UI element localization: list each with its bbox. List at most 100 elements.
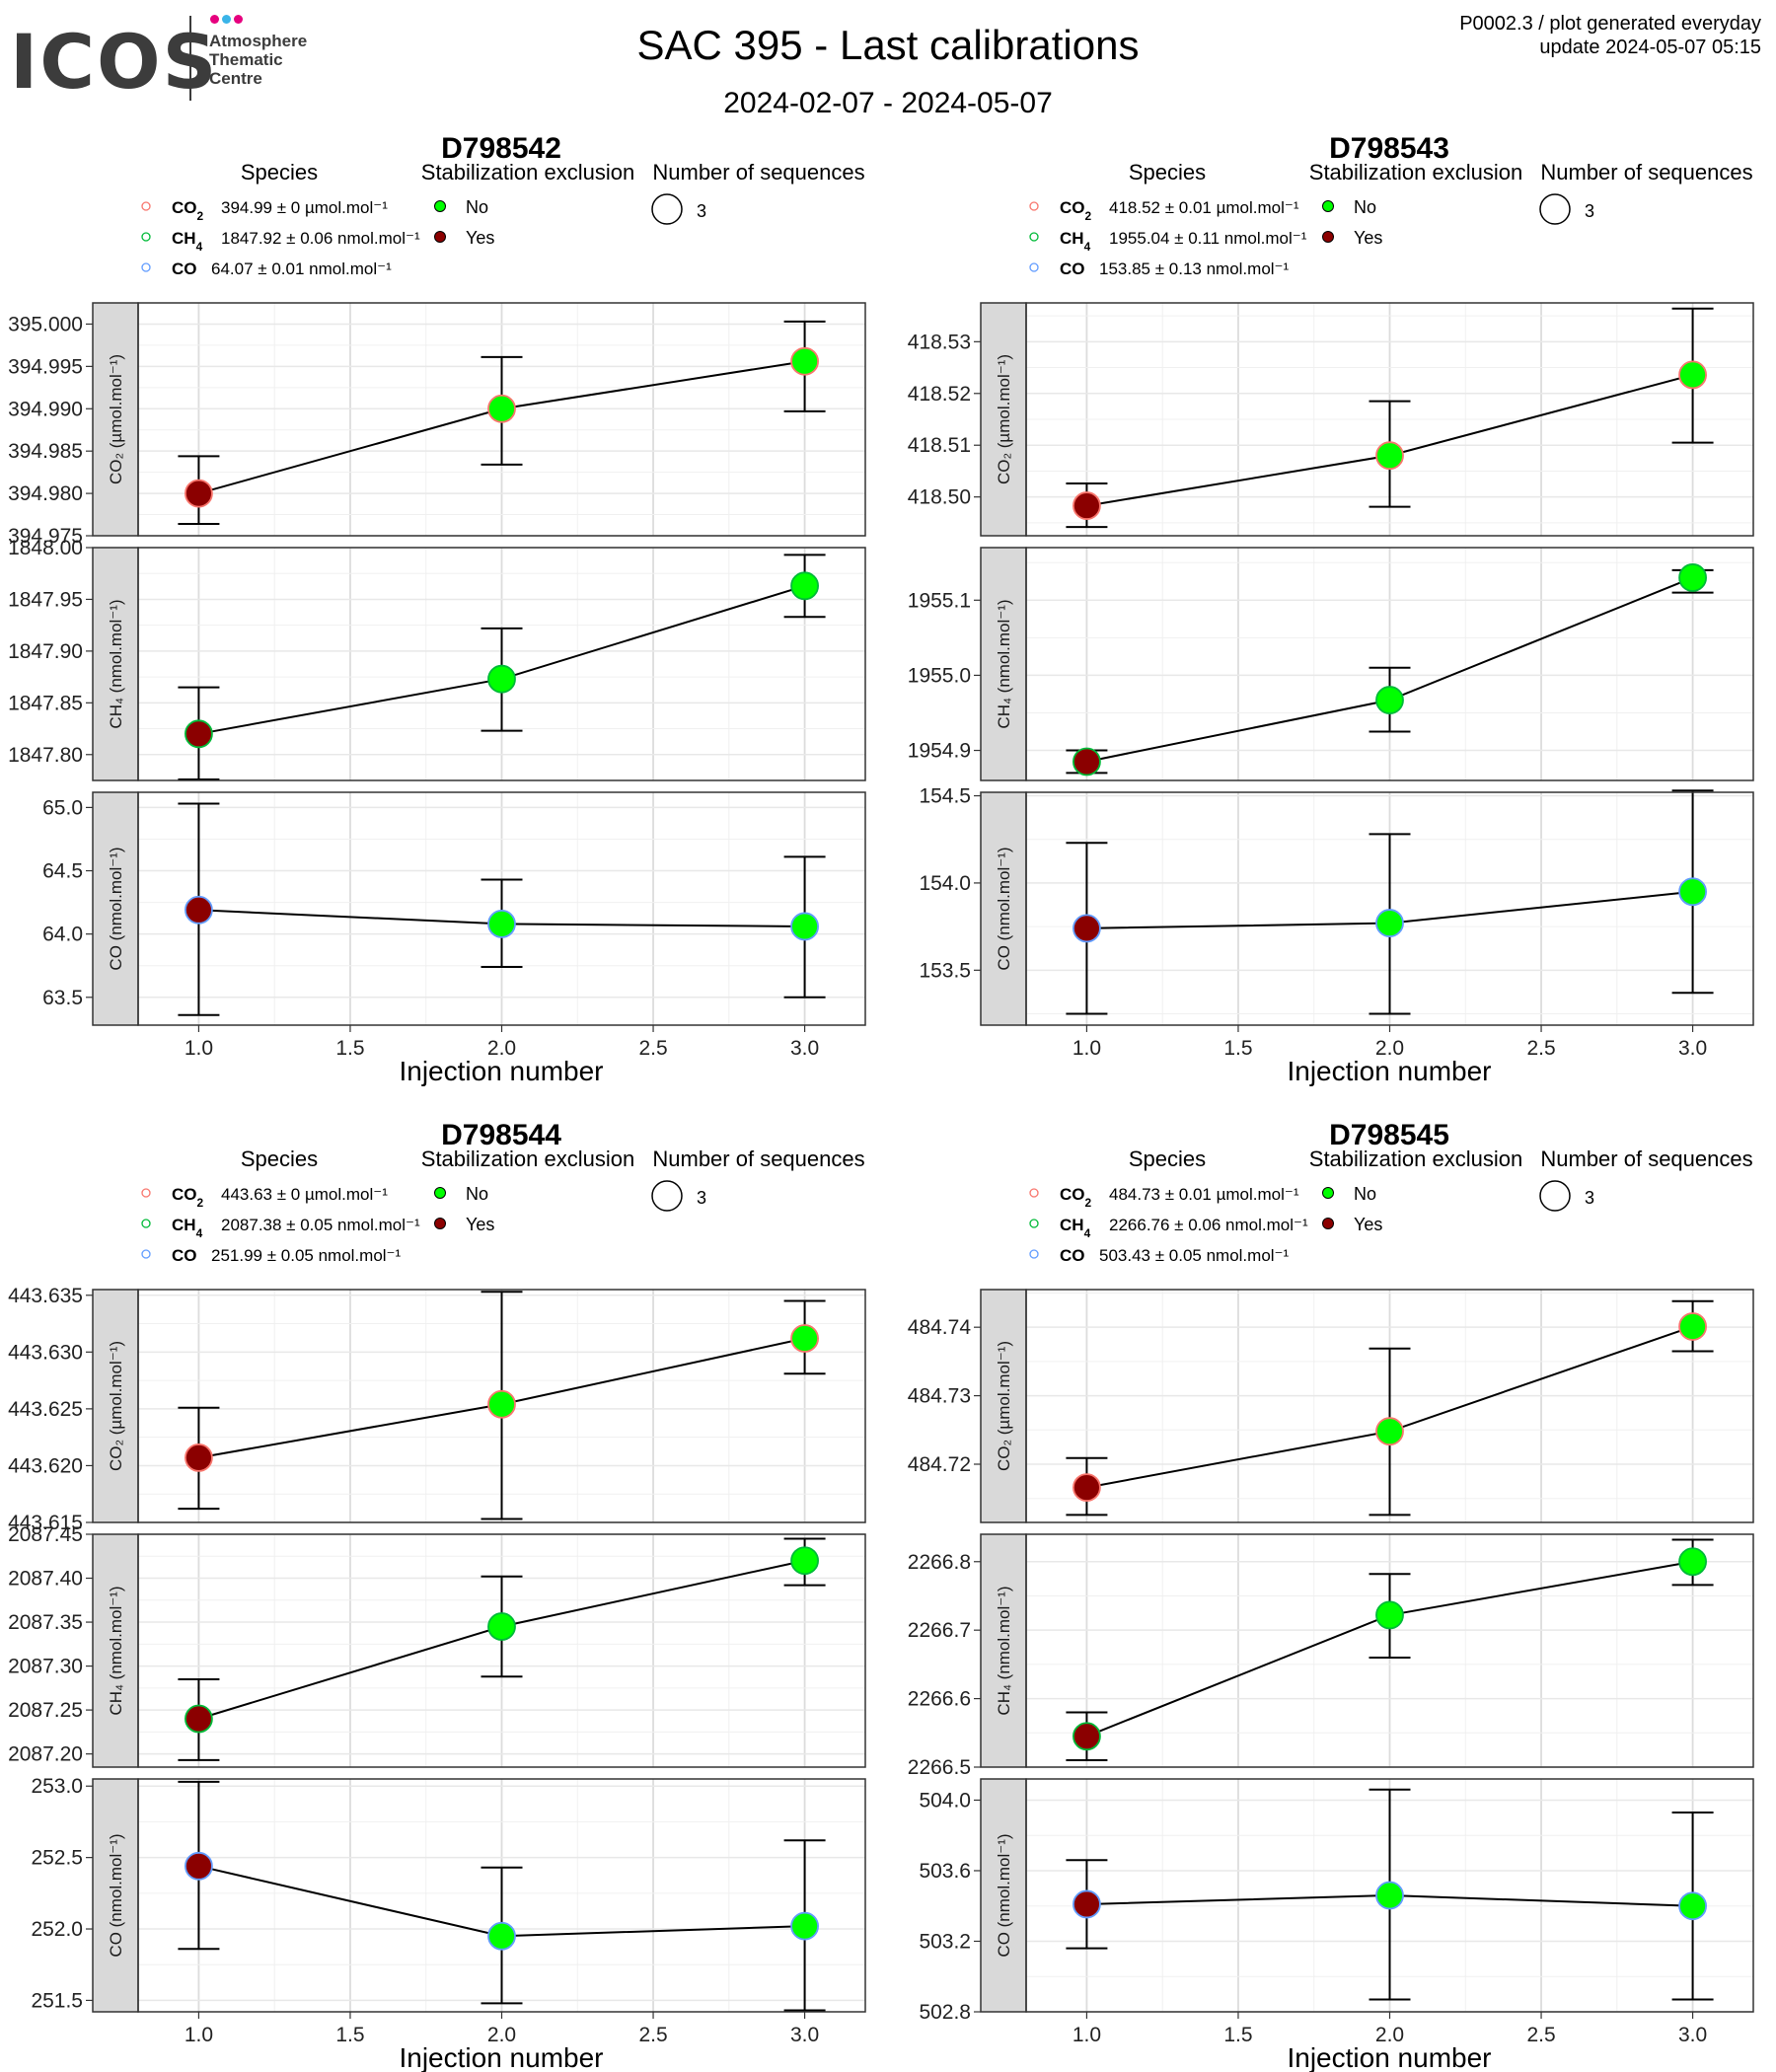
y-axis-label: CO (nmol.mol⁻¹)	[995, 1833, 1013, 1957]
facet-strip	[92, 547, 139, 781]
legend-species-value: 443.63 ± 0 µmol.mol⁻¹	[221, 1185, 388, 1204]
data-point	[487, 394, 516, 423]
legend-species-value: 251.99 ± 0.05 nmol.mol⁻¹	[211, 1246, 402, 1265]
legend-species-marker	[141, 262, 151, 272]
y-tick-label: 2087.35	[8, 1611, 83, 1634]
legend-species-value: 2087.38 ± 0.05 nmol.mol⁻¹	[221, 1216, 420, 1234]
y-tick-label: 2087.45	[8, 1523, 83, 1546]
x-tick-label: 1.0	[1073, 2024, 1101, 2046]
logo-subtitle-line-3: Centre	[209, 69, 262, 88]
y-tick-label: 2266.7	[908, 1619, 971, 1642]
y-tick-label: 2266.6	[908, 1688, 971, 1711]
panel-CO: 63.5 64.0 64.5 65.0 CO (nmol.mol⁻¹)	[42, 791, 866, 1026]
y-tick-label: 1847.85	[8, 692, 83, 714]
data-point	[185, 1704, 213, 1734]
data-point	[185, 1443, 213, 1472]
data-point	[1073, 914, 1101, 943]
legend-species-marker	[1029, 232, 1039, 242]
y-tick-label: 394.985	[8, 440, 83, 463]
legend-sequences-marker	[1539, 193, 1571, 225]
data-point	[1678, 1891, 1707, 1921]
legend-species-name: CO	[1060, 259, 1085, 278]
logo-subtitle: Atmosphere Thematic Centre	[209, 32, 307, 88]
y-tick-label: 502.8	[919, 2001, 971, 2024]
data-point	[185, 1851, 213, 1881]
y-tick-label: 2087.20	[8, 1743, 83, 1766]
legend-species-marker	[1029, 1249, 1039, 1259]
panel-border	[137, 1533, 866, 1768]
data-point	[1375, 1417, 1404, 1446]
y-tick-label: 443.630	[8, 1341, 83, 1364]
legend-title-species: Species	[1129, 1147, 1206, 1171]
data-point	[1375, 1881, 1404, 1910]
legend-title-sequences: Number of sequences	[652, 160, 864, 185]
legend-no-marker	[1322, 200, 1334, 212]
legend-species-marker	[141, 1249, 151, 1259]
data-point	[790, 1911, 819, 1941]
panel-CO2: 394.975 394.980 394.985 394.990 394.995 395.0…	[8, 302, 866, 548]
y-tick-label: 2266.5	[908, 1756, 971, 1779]
panel-CH4: 2087.20 2087.25 2087.30 2087.35 2087.40 2087.…	[8, 1523, 866, 1768]
legend-species-marker	[1029, 262, 1039, 272]
data-point	[1678, 877, 1707, 907]
data-point	[1073, 1473, 1101, 1503]
legend-title-species: Species	[241, 160, 318, 185]
y-tick-label: 2087.40	[8, 1568, 83, 1591]
y-axis-label: CH₄ (nmol.mol⁻¹)	[995, 599, 1013, 728]
y-tick-label: 418.50	[908, 486, 971, 509]
legend-species-value: 2266.76 ± 0.06 nmol.mol⁻¹	[1109, 1216, 1308, 1234]
icos-logo: ICOS	[10, 18, 219, 106]
y-axis-label: CH₄ (nmol.mol⁻¹)	[107, 599, 125, 728]
y-tick-label: 1955.0	[908, 664, 971, 687]
legend-no-marker	[434, 1187, 446, 1199]
legend-no-label: No	[466, 1184, 488, 1204]
y-tick-label: 2266.8	[908, 1551, 971, 1574]
panel-CO2: 484.72 484.73 484.74 CO₂ (µmol.mol⁻¹)	[908, 1289, 1754, 1523]
legend-yes-label: Yes	[466, 1215, 494, 1234]
x-tick-label: 2.0	[1375, 1037, 1404, 1060]
data-point	[487, 1612, 516, 1641]
panel-CH4: 1847.80 1847.85 1847.90 1847.95 1848.00 CH₄ (…	[8, 537, 866, 781]
y-tick-label: 504.0	[919, 1789, 971, 1812]
facet-strip	[980, 1533, 1027, 1768]
legend-title-species: Species	[241, 1147, 318, 1171]
y-tick-label: 2087.30	[8, 1656, 83, 1678]
panel-CO: 153.5 154.0 154.5 CO (nmol.mol⁻¹)	[919, 785, 1754, 1026]
y-tick-label: 394.995	[8, 355, 83, 378]
legend-yes-marker	[1322, 231, 1334, 243]
y-tick-label: 443.625	[8, 1398, 83, 1421]
x-tick-label: 2.5	[1526, 1037, 1555, 1060]
chart-title: D798544	[441, 1119, 561, 1151]
legend-title-stabilization: Stabilization exclusion	[421, 160, 634, 185]
legend-species-name: CO2	[172, 1185, 204, 1210]
facet-strip	[92, 791, 139, 1026]
legend-title-stabilization: Stabilization exclusion	[421, 1147, 634, 1171]
legend-yes-marker	[1322, 1218, 1334, 1229]
x-tick-label: 2.0	[487, 2024, 516, 2046]
y-axis-label: CO₂ (µmol.mol⁻¹)	[107, 1341, 125, 1471]
x-tick-label: 2.0	[1375, 2024, 1404, 2046]
chart-D798542: D798542 Species Stabilization exclusion Num…	[8, 132, 866, 1086]
x-tick-label: 3.0	[790, 2024, 819, 2046]
legend-species-marker	[141, 1219, 151, 1228]
legend-species-value: 1847.92 ± 0.06 nmol.mol⁻¹	[221, 229, 420, 248]
y-tick-label: 443.635	[8, 1285, 83, 1307]
x-tick-label: 1.5	[335, 2024, 364, 2046]
legend-title-sequences: Number of sequences	[1540, 1147, 1752, 1171]
legend-species-value: 1955.04 ± 0.11 nmol.mol⁻¹	[1109, 229, 1307, 248]
y-tick-label: 484.73	[908, 1385, 971, 1408]
x-tick-label: 3.0	[790, 1037, 819, 1060]
panel-CO2: 443.615 443.620 443.625 443.630 443.635 CO₂ (…	[8, 1285, 866, 1534]
y-tick-label: 503.6	[919, 1860, 971, 1883]
data-point	[1375, 1600, 1404, 1630]
data-point	[790, 1546, 819, 1576]
data-point	[790, 571, 819, 601]
update-info: P0002.3 / plot generated everyday update…	[1459, 12, 1761, 59]
panel-border	[137, 547, 866, 781]
legend-sequences-value: 3	[697, 201, 706, 221]
legend-no-marker	[434, 200, 446, 212]
x-tick-label: 1.0	[185, 2024, 213, 2046]
panel-border	[1025, 1533, 1754, 1768]
legend-sequences-value: 3	[1585, 201, 1594, 221]
